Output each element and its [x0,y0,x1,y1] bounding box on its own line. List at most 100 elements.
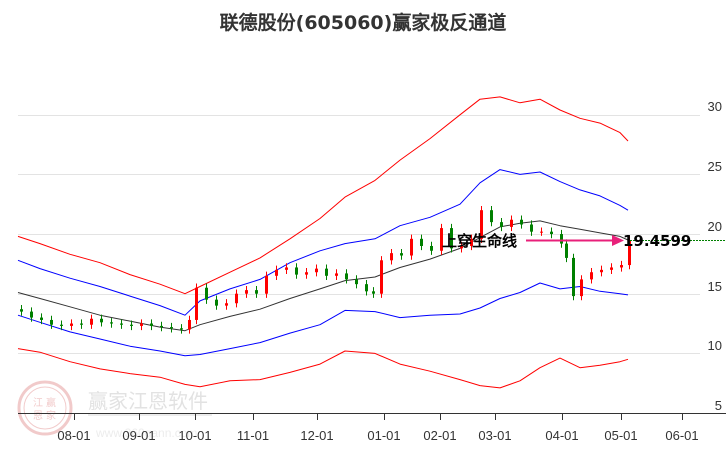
channel-lines [17,96,629,389]
arrow-right-icon [612,235,624,246]
candle-down [372,291,375,294]
candle-down [430,245,433,251]
candle-up [440,228,443,251]
grid [18,115,700,354]
candle-down [500,222,503,227]
candle-up [580,279,583,297]
candle-up [480,210,483,239]
candle-up [285,267,288,270]
y-tick-30: 30 [708,99,722,114]
signal-label: 上穿生命线 [442,232,517,250]
candle-up [380,260,383,294]
candle-down [150,323,153,326]
x-tick-12-01: 12-01 [300,428,333,443]
x-axis: 08-01 09-01 10-01 11-01 12-01 01-01 02-0… [18,413,726,443]
y-axis-labels: 30 25 20 15 10 5 [708,99,722,413]
x-tick-05-01: 05-01 [604,428,637,443]
candle-down [550,231,553,235]
seal-char-2: 赢 [46,396,56,409]
chart-title: 联德股份(605060)赢家极反通道 [219,12,507,34]
candle-down [80,323,83,325]
candle-down [400,253,403,256]
outer-upper-band-line [17,96,629,295]
candle-up [265,275,268,294]
watermark-url: www.360gann.com [95,426,197,440]
candle-down [50,319,53,325]
candle-down [110,322,113,324]
x-tick-04-01: 04-01 [545,428,578,443]
candle-up [225,303,228,306]
watermark-seal-icon [17,380,73,436]
x-tick-10-01: 10-01 [178,428,211,443]
candle-down [60,324,63,326]
inner-upper-band-line [17,169,629,316]
candle-down [490,210,493,223]
candle-up [590,272,593,280]
candle-up [628,240,631,266]
x-tick-01-01: 01-01 [367,428,400,443]
candle-down [420,238,423,246]
candle-up [410,238,413,256]
candle-down [205,287,208,300]
x-tick-08-01: 08-01 [57,428,90,443]
candle-down [100,318,103,323]
inner-lower-band-line [17,282,629,357]
candle-up [305,272,308,275]
candle-down [325,268,328,276]
candle-up [245,290,248,294]
candle-down [255,290,258,294]
candle-up [315,268,318,273]
candle-up [620,265,623,268]
candle-down [572,257,575,297]
candle-down [215,299,218,306]
candle-down [345,273,348,280]
candle-up [470,238,473,246]
candle-down [365,284,368,292]
signal-annotation: 上穿生命线 19.4599 [442,232,691,250]
candle-down [20,309,23,312]
x-tick-02-01: 02-01 [423,428,456,443]
candle-up [335,273,338,276]
candle-up [188,319,191,330]
candle-up [460,245,463,249]
x-tick-03-01: 03-01 [478,428,511,443]
seal-char-4: 家 [46,409,56,422]
candle-up [195,287,198,320]
candle-down [160,325,163,328]
candle-down [530,224,533,232]
candle-down [170,327,173,329]
watermark: 江 赢 恩 家 赢家江恩软件 www.360gann.com [17,380,212,440]
candle-down [30,311,33,318]
candle-down [355,279,358,285]
candle-down [180,328,183,330]
candle-down [450,228,453,249]
y-tick-15: 15 [708,279,722,294]
candlesticks [20,206,631,334]
candle-down [560,234,563,244]
candle-down [130,324,133,326]
x-tick-06-01: 06-01 [665,428,698,443]
x-tick-09-01: 09-01 [122,428,155,443]
middle-line-line [17,220,629,332]
y-tick-10: 10 [708,338,722,353]
seal-char-3: 恩 [33,410,43,422]
watermark-brand: 赢家江恩软件 [88,389,208,413]
y-tick-5: 5 [715,398,722,413]
candle-down [295,267,298,275]
candle-up [610,267,613,270]
x-tick-11-01: 11-01 [237,428,269,443]
y-tick-25: 25 [708,159,722,174]
price-label: 19.4599 [623,232,691,250]
candle-down [40,317,43,320]
y-tick-20: 20 [708,219,722,234]
candle-up [540,231,543,233]
candle-up [275,269,278,276]
candle-up [90,318,93,325]
candle-up [70,323,73,326]
candle-down [120,323,123,325]
candle-down [565,243,568,258]
candle-up [600,269,603,273]
outer-lower-band-line [17,348,629,389]
candle-up [235,293,238,304]
